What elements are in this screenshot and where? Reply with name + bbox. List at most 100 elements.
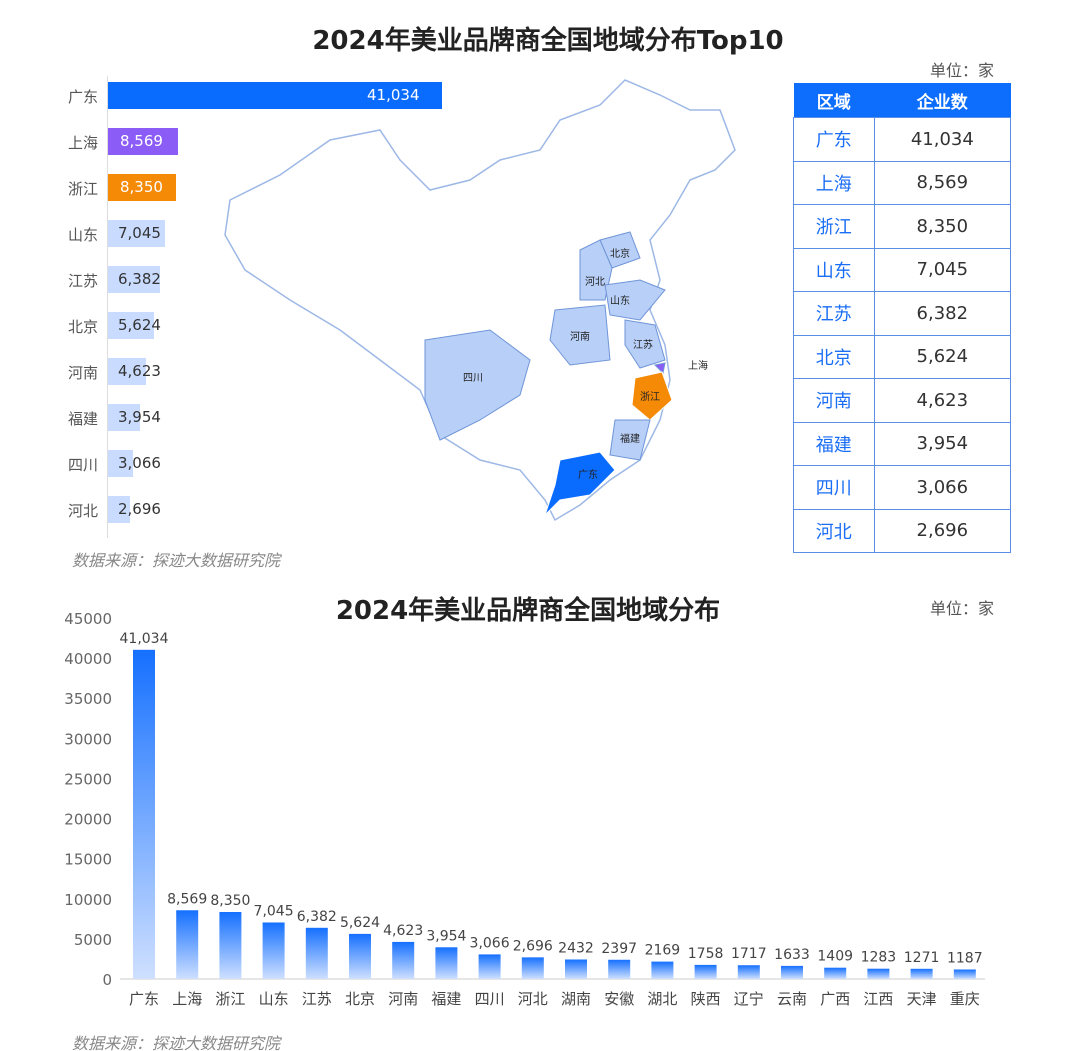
table-row: 上海 8,569 [793,160,1012,205]
hbar [108,404,141,431]
bar [305,927,328,979]
bottom-chart-title: 2024年美业品牌商全国地域分布 [335,596,721,626]
table-cell-count: 7,045 [873,247,1012,292]
table-cell-region: 江苏 [793,291,875,336]
x-tick-label: 湖北 [647,990,677,1008]
region-shandong [604,279,666,321]
map-label-shandong: 山东 [610,294,630,307]
table-row: 北京 5,624 [793,334,1012,379]
bar-value-label: 2397 [601,941,637,957]
bar [219,912,242,979]
table-cell-region: 浙江 [793,204,875,249]
table-cell-region: 河北 [793,508,875,553]
bar [521,957,544,979]
table-cell-count: 3,954 [873,421,1012,466]
china-map: 北京 河北 山东 河南 江苏 上海 浙江 福建 广东 四川 [224,79,736,522]
x-tick-label: 上海 [172,990,202,1008]
bar-value-label: 1271 [904,950,940,966]
bar-value-label: 3,066 [470,935,510,951]
x-tick-label: 河北 [518,990,548,1008]
table-cell-count: 5,624 [873,334,1012,379]
table-row: 广东 41,034 [793,117,1012,162]
hbar-value: 2,696 [118,500,161,518]
hbar-value: 7,045 [118,224,161,242]
x-tick-label: 福建 [431,990,461,1008]
bar [910,968,933,979]
bottom-source-note: 数据来源：探迹大数据研究院 [72,1034,281,1051]
table-cell-count: 41,034 [873,117,1012,162]
bar-value-label: 1283 [861,950,897,966]
x-tick-label: 安徽 [604,990,634,1008]
hbar-value: 8,350 [120,178,163,196]
region-jiangsu [624,319,666,369]
hbar-label: 四川 [67,456,98,474]
map-label-jiangsu: 江苏 [633,338,653,351]
table-cell-count: 8,569 [873,160,1012,205]
hbar [108,358,146,385]
table-cell-count: 8,350 [873,204,1012,249]
table-cell-count: 3,066 [873,465,1012,510]
x-tick-label: 广东 [129,990,159,1008]
bar-value-label: 5,624 [340,915,380,931]
hbar-label: 江苏 [67,272,98,290]
bar-value-label: 6,382 [297,909,337,925]
bar [867,968,890,979]
hbar [108,82,442,109]
x-tick-label: 江西 [863,990,893,1008]
x-tick-label: 重庆 [950,990,980,1008]
bar [694,964,717,979]
table-cell-count: 6,382 [873,291,1012,336]
bottom-unit-label: 单位：家 [930,599,995,618]
x-tick-label: 江苏 [302,990,332,1008]
table-row: 江苏 6,382 [793,291,1012,336]
hbar-axis [107,76,108,538]
table-cell-region: 山东 [793,247,875,292]
x-tick-label: 山东 [259,990,289,1008]
bar [608,959,631,979]
map-label-guangdong: 广东 [578,468,598,481]
hbar-value: 8,569 [120,132,163,150]
top-unit-label: 单位：家 [930,61,995,80]
hbar-label: 河北 [67,502,98,520]
bar-value-label: 7,045 [254,903,294,919]
bar-value-label: 2,696 [513,938,553,954]
bar [824,967,847,979]
bar-value-label: 4,623 [383,923,423,939]
region-shanghai [653,362,666,375]
hbar-label: 广东 [67,88,98,106]
map-label-zhejiang: 浙江 [640,391,660,403]
table-row: 四川 3,066 [793,465,1012,510]
x-tick-label: 湖南 [561,990,591,1008]
hbar-value: 3,954 [118,408,161,426]
bar [565,959,587,979]
table-row: 山东 7,045 [793,247,1012,292]
table-cell-region: 广东 [793,117,875,162]
hbar-label: 浙江 [67,180,98,198]
region-fujian [609,419,651,461]
bar-value-label: 1758 [688,946,724,962]
y-tick-label: 45000 [64,610,112,628]
table-header-region: 区域 [793,83,875,118]
table-cell-region: 河南 [793,378,875,423]
bar [392,941,415,979]
bar-value-label: 3,954 [426,928,466,944]
china-outline [224,79,736,522]
x-tick-label: 陕西 [691,990,721,1008]
x-tick-label: 北京 [345,990,375,1008]
hbar-label: 山东 [67,226,98,244]
bar [781,965,803,979]
bar-value-label: 1633 [774,947,810,963]
hbar [108,312,154,339]
x-tick-label: 河南 [388,990,418,1008]
region-zhejiang [631,371,673,421]
map-label-sichuan: 四川 [463,373,483,384]
map-label-henan: 河南 [570,330,590,343]
bar-value-label: 8,569 [167,891,207,907]
bar-value-label: 41,034 [120,631,169,647]
table-cell-count: 4,623 [873,378,1012,423]
table-row: 河南 4,623 [793,378,1012,423]
x-tick-label: 天津 [907,990,937,1008]
table-row: 河北 2,696 [793,508,1012,553]
bar [262,922,285,979]
y-tick-label: 0 [102,971,112,989]
